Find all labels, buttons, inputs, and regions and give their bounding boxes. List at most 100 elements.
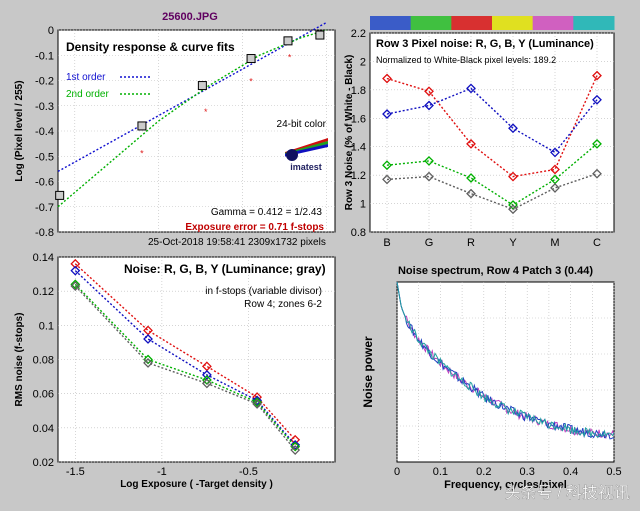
pixel-noise-ytick-label: 1.4 xyxy=(351,142,366,154)
pixel-noise-point xyxy=(550,164,560,175)
pixel-noise-xtick-label: R xyxy=(467,237,475,249)
pixel-noise-series-line xyxy=(386,143,598,206)
pixel-noise-point xyxy=(508,123,518,134)
spectrum-xtick-label: 0.4 xyxy=(563,466,578,478)
imatest-logo-mark xyxy=(286,149,298,161)
density-ytick-label: -0.2 xyxy=(35,76,54,88)
rms-noise-point xyxy=(252,395,263,406)
pixel-noise-color-strip-patch xyxy=(370,16,412,30)
pixel-noise-point xyxy=(592,94,602,105)
pixel-noise-point xyxy=(424,171,434,182)
pixel-noise-ytick-label: 0.8 xyxy=(351,227,366,239)
file-title: 25600.JPG xyxy=(162,11,218,23)
rms-noise-ytick-label: 0.12 xyxy=(33,286,54,298)
pixel-noise-title: Row 3 Pixel noise: R, G, B, Y (Luminance… xyxy=(376,38,594,50)
rms-noise-point xyxy=(201,378,212,389)
pixel-noise-color-strip-patch xyxy=(410,16,452,30)
spectrum-series-line xyxy=(396,281,615,439)
density-red-point: * xyxy=(288,53,292,63)
imatest-logo-text: imatest xyxy=(290,162,322,172)
spectrum-xtick-label: 0.1 xyxy=(433,466,448,478)
rms-noise-point xyxy=(290,445,301,455)
pixel-noise-point xyxy=(592,70,602,81)
density-ytick-label: 0 xyxy=(48,25,54,37)
density-ytick-label: -0.4 xyxy=(35,126,54,138)
rms-noise-note: in f-stops (variable divisor) xyxy=(205,286,322,297)
density-data-point xyxy=(55,190,65,200)
density-data-point xyxy=(197,81,207,91)
density-red-point: * xyxy=(204,107,208,117)
density-red-point: * xyxy=(249,77,253,87)
density-data-point xyxy=(137,121,147,131)
pixel-noise-series-line xyxy=(386,173,598,211)
pixel-noise-point xyxy=(424,86,434,97)
density-fit-2nd-line xyxy=(57,29,327,208)
rms-noise-ytick-label: 0.04 xyxy=(33,423,54,435)
spectrum-title: Noise spectrum, Row 4 Patch 3 (0.44) xyxy=(398,265,593,277)
rms-noise-ytick-label: 0.06 xyxy=(33,389,54,401)
pixel-noise-ytick-label: 2.2 xyxy=(351,28,366,40)
pixel-noise-point xyxy=(382,160,392,171)
pixel-noise-point xyxy=(592,138,602,149)
rms-noise-ytick-label: 0.1 xyxy=(39,320,54,332)
pixel-noise-point xyxy=(382,109,392,119)
density-data-point xyxy=(246,54,256,64)
density-title: Density response & curve fits xyxy=(66,40,235,54)
rms-noise-ytick-label: 0.02 xyxy=(33,457,54,469)
pixel-noise-point xyxy=(466,83,476,94)
spectrum-xlabel: Frequency, cycles/pixel xyxy=(444,479,567,491)
pixel-noise-color-strip-patch xyxy=(532,16,574,30)
spectrum-xtick-label: 0.5 xyxy=(606,466,621,478)
pixel-noise-color-strip-patch xyxy=(573,16,615,30)
pixel-noise-point xyxy=(424,100,434,111)
density-ylabel: Log (Pixel level / 255) xyxy=(14,80,25,181)
pixel-noise-plot-area xyxy=(369,32,615,233)
spectrum-xtick-label: 0.2 xyxy=(476,466,491,478)
pixel-noise-ylabel: Row 3 Noise (% of White - Black) xyxy=(344,55,355,211)
density-date: 25-Oct-2018 19:58:41 xyxy=(148,237,246,248)
pixel-noise-subtitle: Normalized to White-Black pixel levels: … xyxy=(376,55,556,65)
spectrum-xtick-label: 0 xyxy=(394,466,400,478)
rms-noise-xtick-label: -0.5 xyxy=(239,466,258,478)
pixel-noise-series-line xyxy=(386,75,598,178)
pixel-noise-xtick-label: G xyxy=(425,237,434,249)
pixel-noise-point xyxy=(466,188,476,199)
rms-noise-series-line xyxy=(74,283,296,448)
density-exposure-error: Exposure error = 0.71 f-stops xyxy=(185,222,324,233)
rms-noise-point xyxy=(70,265,81,276)
rms-noise-xlabel: Log Exposure ( -Target density ) xyxy=(120,479,273,490)
pixel-noise-point xyxy=(382,73,392,84)
pixel-noise-point xyxy=(550,147,560,158)
pixel-noise-xtick-label: C xyxy=(593,237,601,249)
density-ytick-label: -0.7 xyxy=(35,202,54,214)
density-gamma: Gamma = 0.412 = 1/2.43 xyxy=(211,207,323,218)
rms-noise-point xyxy=(70,279,81,290)
rms-noise-series-line xyxy=(74,285,296,451)
rms-noise-ytick-label: 0.14 xyxy=(33,252,54,264)
rms-noise-point xyxy=(143,354,153,365)
pixel-noise-xtick-label: Y xyxy=(509,237,517,249)
pixel-noise-point xyxy=(382,174,392,185)
rms-noise-note: Row 4; zones 6-2 xyxy=(244,299,322,310)
density-color-mode: 24-bit color xyxy=(277,119,327,130)
pixel-noise-color-strip-patch xyxy=(451,16,493,30)
rms-noise-point xyxy=(290,434,301,445)
density-data-point xyxy=(315,30,325,40)
spectrum-ylabel: Noise power xyxy=(361,336,375,408)
density-ytick-label: -0.5 xyxy=(35,151,54,163)
pixel-noise-xtick-label: M xyxy=(550,237,559,249)
pixel-noise-point xyxy=(550,183,560,193)
pixel-noise-series-line xyxy=(386,87,598,154)
watermark: 头条号 / 科技视讯 xyxy=(505,484,630,502)
density-ytick-label: -0.1 xyxy=(35,50,54,62)
pixel-noise-point xyxy=(508,171,518,182)
rms-noise-point xyxy=(70,258,81,269)
density-pixels: 2309x1732 pixels xyxy=(248,237,326,248)
rms-noise-series-line xyxy=(74,263,296,441)
pixel-noise-ytick-label: 1 xyxy=(360,199,366,211)
rms-noise-point xyxy=(143,334,153,344)
rms-noise-series-line xyxy=(74,270,296,446)
density-legend-label: 2nd order xyxy=(66,89,109,100)
pixel-noise-point xyxy=(592,168,602,179)
